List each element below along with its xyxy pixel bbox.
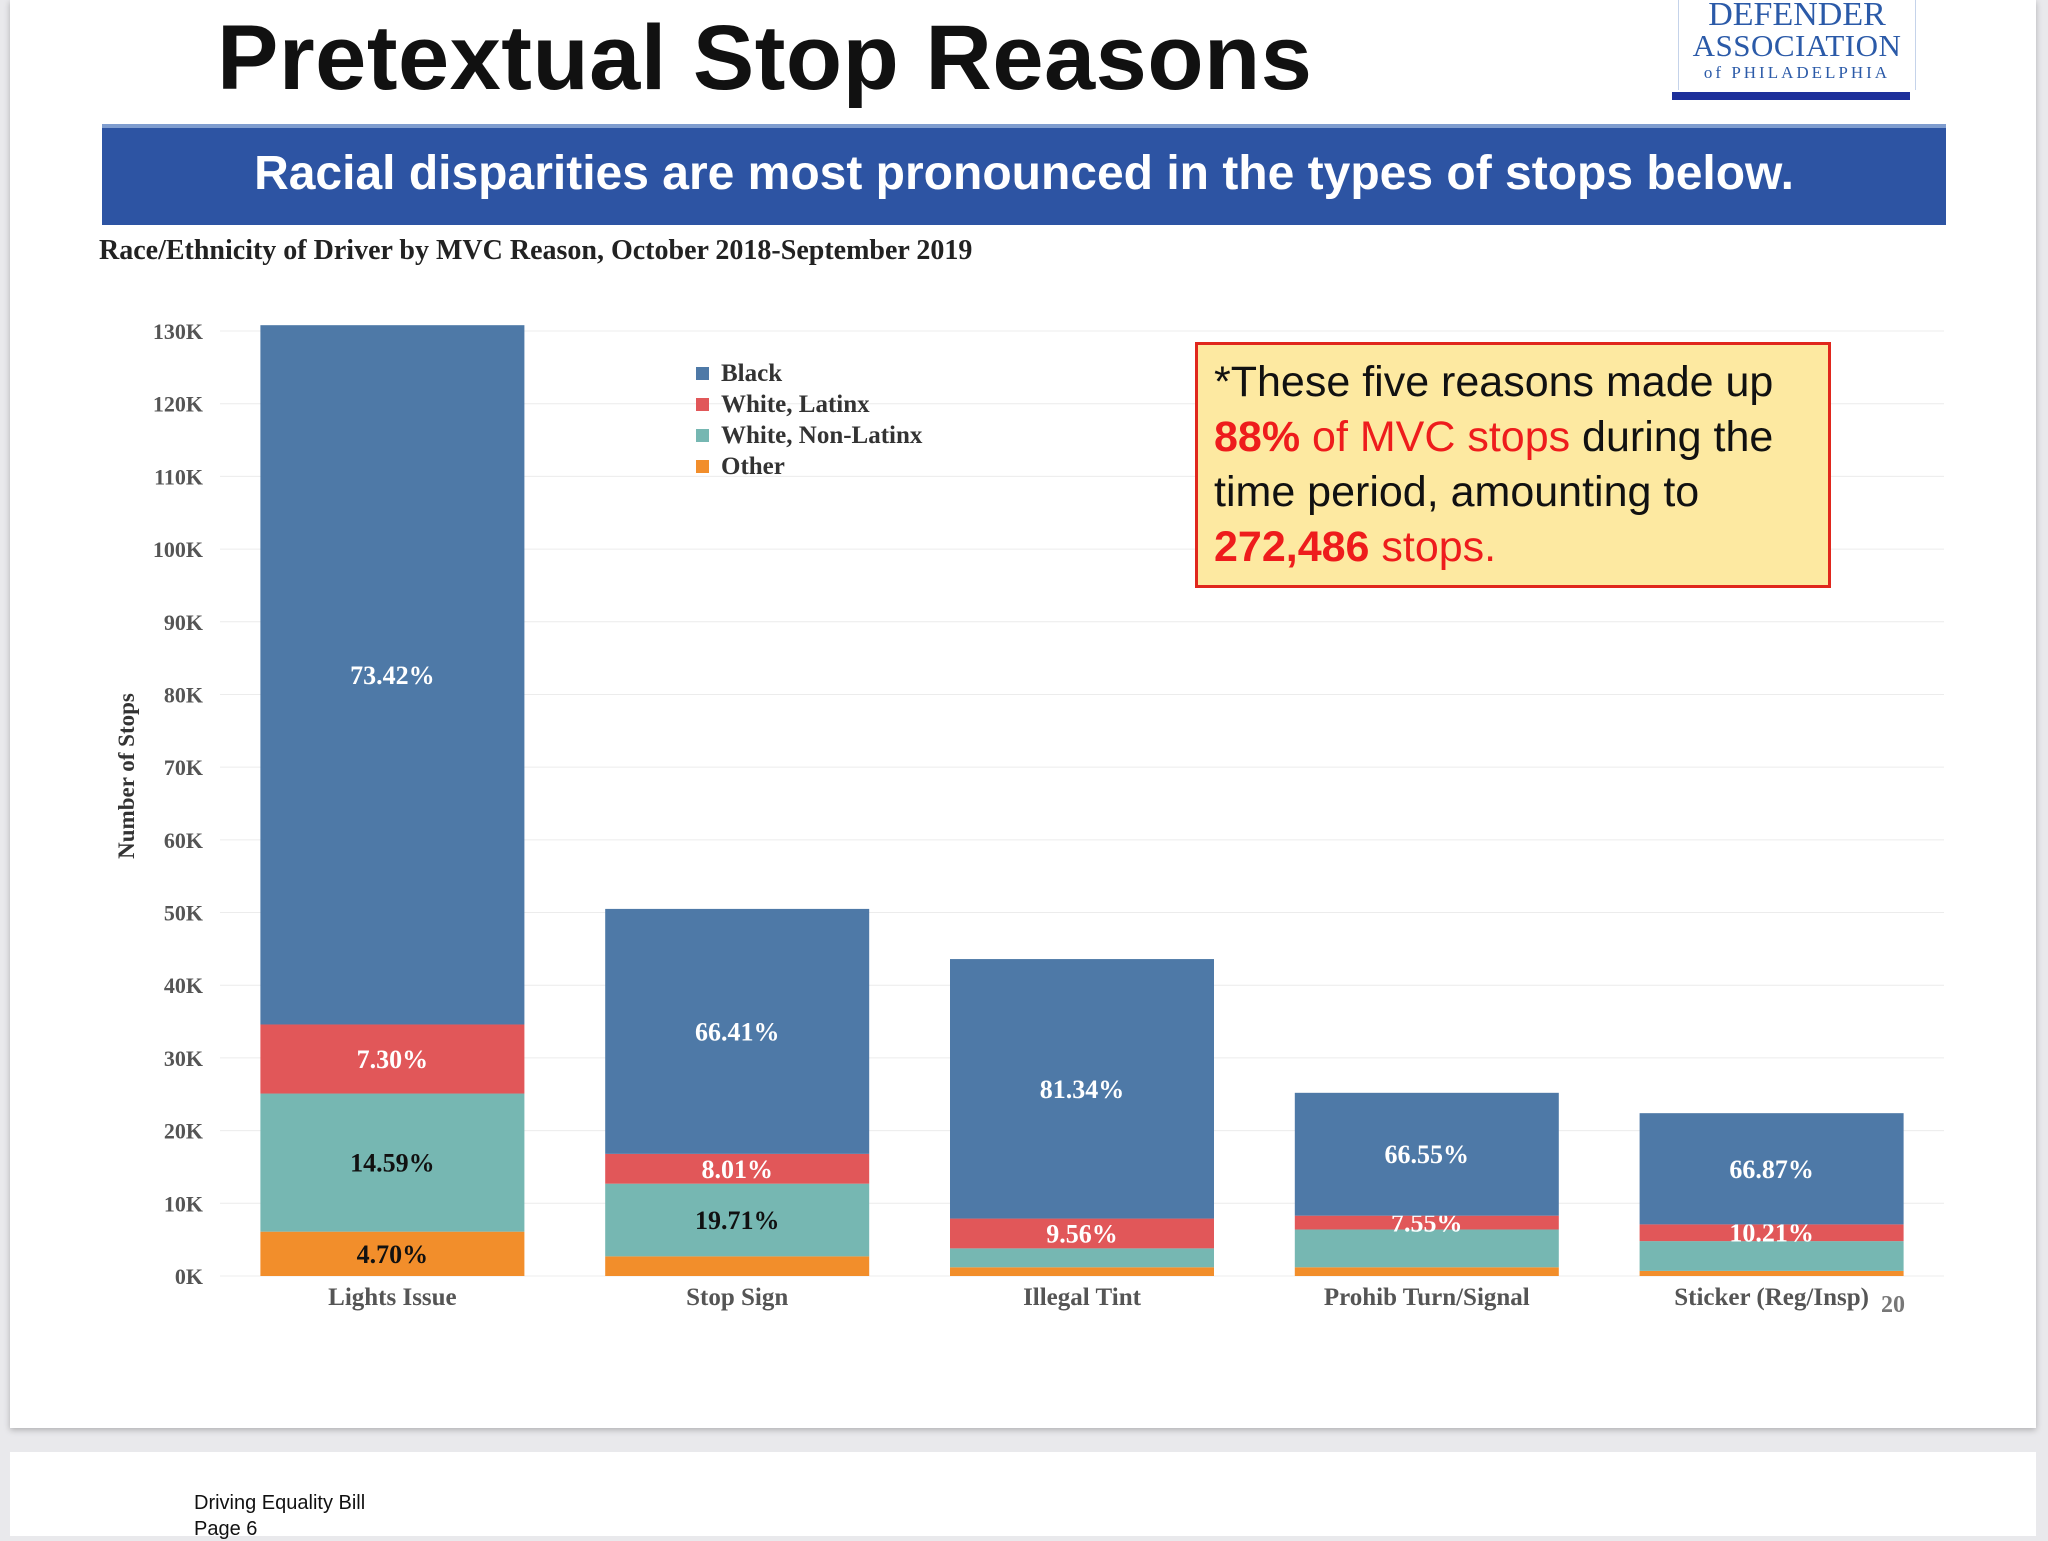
legend-item: Black (696, 358, 922, 389)
logo-underline (1672, 92, 1910, 100)
bar-segment (950, 1218, 1214, 1249)
bar-segment (1639, 1270, 1904, 1276)
y-tick-label: 90K (164, 610, 203, 635)
legend-swatch (696, 460, 709, 473)
y-axis-ticks: 0K 10K 20K 30K 40K 50K 60K 70K 80K 90K 100K 110K 120… (153, 319, 203, 1289)
x-tick-label: Illegal Tint (1023, 1284, 1142, 1311)
callout-text-1: *These five reasons made up (1214, 358, 1774, 406)
bar-segment (1294, 1092, 1559, 1216)
bar-segment (260, 1024, 525, 1094)
legend-swatch (696, 398, 709, 411)
subtitle-banner: Racial disparities are most pronounced i… (102, 124, 1946, 225)
legend-label: Other (721, 452, 785, 480)
logo-frame (1678, 0, 1916, 90)
logo-line-1: DEFENDER (1708, 0, 1886, 33)
bar-segment (605, 1256, 870, 1276)
x-tick-label: Lights Issue (328, 1284, 457, 1311)
legend-swatch (696, 429, 709, 442)
chart-legend: Black White, Latinx White, Non-Latinx Other (696, 358, 922, 482)
y-tick-label: 10K (164, 1191, 203, 1216)
bar-segment (1294, 1267, 1559, 1276)
bar-segment (1639, 1224, 1904, 1242)
bar-segment (950, 1248, 1214, 1268)
x-axis-ticks: Lights Issue Stop Sign Illegal Tint Prohib … (328, 1284, 1869, 1311)
callout-count: 272,486 (1214, 523, 1370, 571)
y-tick-label: 100K (153, 537, 203, 562)
footer-page-label: Page 6 (194, 1518, 258, 1540)
bar-segment (605, 908, 870, 1154)
legend-label: White, Latinx (721, 390, 870, 418)
data-label: 8.01% (701, 1155, 773, 1184)
next-page-footer: Driving Equality Bill Page 6 (10, 1452, 2036, 1540)
y-tick-label: 130K (153, 319, 203, 344)
legend-label: Black (721, 359, 783, 387)
logo-line-2: ASSOCIATION (1692, 28, 1902, 63)
stacked-bar-chart: 0K 10K 20K 30K 40K 50K 60K 70K 80K 90K 100K 110K 120… (114, 319, 1944, 1318)
bar-segment (260, 1093, 525, 1232)
y-tick-label: 20K (164, 1119, 203, 1144)
bars: 4.70% 14.59% 7.30% 73.42% 19.71% 8.01% 66.41% 9… (260, 325, 1904, 1276)
x-tick-label: Sticker (Reg/Insp) (1674, 1284, 1869, 1311)
data-label: 4.70% (357, 1240, 429, 1269)
callout-box: *These five reasons made up 88% of MVC s… (1195, 342, 1831, 588)
logo-line-3: of PHILADELPHIA (1703, 63, 1891, 82)
data-label: 81.34% (1040, 1075, 1125, 1104)
page-number: 20 (1881, 1292, 1905, 1318)
bar-segment (260, 325, 525, 1025)
y-tick-label: 30K (164, 1046, 203, 1071)
data-label: 66.87% (1729, 1155, 1814, 1184)
bar-segment (1639, 1241, 1904, 1271)
defender-association-logo: DEFENDER ASSOCIATION of PHILADELPHIA (1672, 0, 1922, 100)
x-tick-label: Stop Sign (686, 1284, 788, 1311)
callout-text-3: during the time period, amounting to (1214, 413, 1774, 516)
y-axis-label: Number of Stops (114, 693, 139, 859)
data-label: 9.56% (1046, 1219, 1118, 1248)
x-tick-label: Prohib Turn/Signal (1324, 1284, 1530, 1311)
y-tick-label: 50K (164, 901, 203, 926)
bar-segment (260, 1231, 525, 1276)
callout-text-2: of MVC stops (1300, 413, 1571, 461)
y-tick-label: 60K (164, 828, 203, 853)
bar-segment (605, 1153, 870, 1184)
legend-swatch (696, 367, 709, 380)
bar-segment (950, 1267, 1214, 1276)
bar-segment (1294, 1229, 1559, 1268)
data-label: 14.59% (350, 1149, 435, 1178)
y-tick-label: 40K (164, 973, 203, 998)
callout-text-4: stops. (1369, 523, 1497, 571)
y-tick-label: 120K (153, 392, 203, 417)
bar-segment (950, 959, 1214, 1219)
legend-item: White, Latinx (696, 389, 922, 420)
data-label: 66.55% (1385, 1140, 1470, 1169)
data-label: 66.41% (695, 1017, 780, 1046)
callout-percent: 88% (1214, 413, 1301, 461)
y-tick-label: 80K (164, 682, 203, 707)
data-label: 19.71% (695, 1206, 780, 1235)
data-label: 7.30% (357, 1045, 429, 1074)
footer-document-title: Driving Equality Bill (194, 1492, 366, 1514)
slide-title: Pretextual Stop Reasons (217, 7, 1313, 109)
bar-segment (1639, 1113, 1904, 1225)
bar-segment (605, 1183, 870, 1257)
legend-item: White, Non-Latinx (696, 420, 922, 451)
y-tick-label: 70K (164, 755, 203, 780)
y-tick-label: 110K (154, 464, 203, 489)
data-label: 73.42% (350, 661, 435, 690)
bar-segment (1294, 1215, 1559, 1230)
legend-item: Other (696, 451, 922, 482)
chart-title: Race/Ethnicity of Driver by MVC Reason, … (99, 235, 973, 266)
legend-label: White, Non-Latinx (721, 421, 923, 449)
y-tick-label: 0K (175, 1264, 203, 1289)
